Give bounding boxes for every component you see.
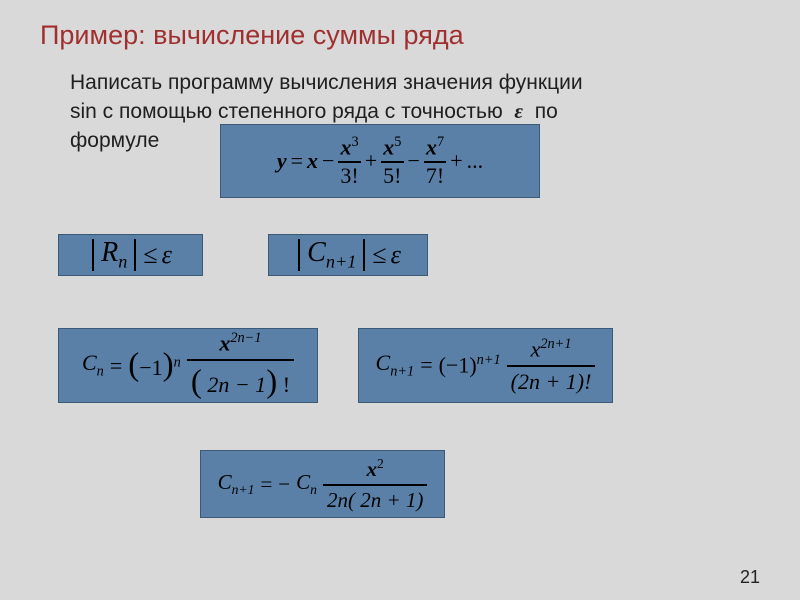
sub-n: n bbox=[118, 252, 127, 272]
exp-2: 2 bbox=[377, 456, 384, 471]
rparen: ) bbox=[266, 364, 277, 400]
C: C bbox=[376, 350, 391, 375]
term-x7: x7 7! bbox=[424, 135, 446, 186]
x: x bbox=[219, 330, 230, 355]
formula-cn: Cn = (−1)n x2n−1 ( 2n − 1) ! bbox=[58, 328, 318, 403]
var-x: x bbox=[307, 148, 318, 174]
x: x bbox=[531, 336, 541, 361]
den: 2n( 2n + 1) bbox=[323, 484, 427, 512]
eq: = bbox=[110, 353, 122, 379]
sub-n: n bbox=[310, 482, 317, 497]
abs-bar bbox=[92, 239, 94, 271]
den: (2n + 1)! bbox=[507, 365, 596, 394]
op-minus2: − bbox=[408, 148, 420, 174]
eq: = bbox=[291, 148, 303, 174]
eq: = bbox=[420, 352, 432, 378]
desc-line1: Написать программу вычисления значения ф… bbox=[70, 71, 583, 94]
eq: = bbox=[260, 472, 272, 497]
x: x bbox=[341, 135, 352, 160]
rparen: ) bbox=[163, 347, 174, 383]
abs-bar bbox=[363, 239, 365, 271]
eps: ε bbox=[391, 240, 401, 270]
lparen: ( bbox=[128, 347, 139, 383]
sub-np1: n+1 bbox=[390, 364, 414, 380]
sub-np1: n+1 bbox=[232, 482, 255, 497]
op-minus: − bbox=[322, 148, 334, 174]
neg1: (−1) bbox=[439, 353, 477, 378]
lparen: ( bbox=[191, 364, 202, 400]
frac-cn: x2n−1 ( 2n − 1) ! bbox=[187, 331, 294, 400]
abs-bar bbox=[298, 239, 300, 271]
Cn: C bbox=[296, 470, 310, 494]
exp-n: n bbox=[174, 355, 181, 371]
le: ≤ bbox=[372, 240, 386, 270]
term-x3: x3 3! bbox=[338, 135, 360, 186]
op-plus: + bbox=[365, 148, 377, 174]
den7: 7! bbox=[424, 161, 446, 187]
epsilon-symbol: ε bbox=[514, 99, 523, 123]
frac-rec: x2 2n( 2n + 1) bbox=[323, 456, 427, 512]
le: ≤ bbox=[143, 240, 157, 270]
desc-line2a: sin с помощью степенного ряда с точность… bbox=[70, 100, 503, 123]
abs-bar bbox=[134, 239, 136, 271]
sub-n: n bbox=[97, 364, 104, 380]
den5: 5! bbox=[381, 161, 403, 187]
x: x bbox=[383, 135, 394, 160]
frac-cnp1: x2n+1 (2n + 1)! bbox=[507, 337, 596, 394]
sub-np1: n+1 bbox=[326, 252, 356, 272]
neg: − bbox=[278, 472, 290, 497]
x: x bbox=[426, 135, 437, 160]
desc-line2b: по bbox=[535, 100, 558, 123]
formula-remainder-bound: Rn ≤ ε bbox=[58, 234, 203, 276]
formula-recurrence: Cn+1 = − Cn x2 2n( 2n + 1) bbox=[200, 450, 445, 518]
exp7: 7 bbox=[437, 134, 444, 150]
slide-title: Пример: вычисление суммы ряда bbox=[0, 0, 800, 51]
den: 2n − 1 bbox=[207, 372, 266, 397]
desc-line3: формуле bbox=[70, 129, 159, 152]
eps: ε bbox=[162, 240, 172, 270]
fact: ! bbox=[283, 372, 290, 397]
dots: ... bbox=[467, 148, 484, 174]
R: R bbox=[101, 237, 118, 268]
C: C bbox=[82, 350, 97, 375]
op-plus2: + bbox=[450, 148, 462, 174]
formula-taylor-series: y = x − x3 3! + x5 5! − x7 7! + ... bbox=[220, 124, 540, 198]
page-number: 21 bbox=[740, 567, 760, 588]
C: C bbox=[307, 237, 326, 268]
C: C bbox=[218, 470, 232, 494]
exp5: 5 bbox=[394, 134, 401, 150]
exp-2n+1: 2n+1 bbox=[540, 336, 571, 352]
x: x bbox=[367, 457, 378, 481]
den3: 3! bbox=[338, 161, 360, 187]
term-x5: x5 5! bbox=[381, 135, 403, 186]
exp-2n-1: 2n−1 bbox=[230, 330, 261, 346]
var-y: y bbox=[277, 148, 287, 174]
formula-term-bound: Cn+1 ≤ ε bbox=[268, 234, 428, 276]
exp-np1: n+1 bbox=[477, 352, 501, 368]
formula-cnp1: Cn+1 = (−1)n+1 x2n+1 (2n + 1)! bbox=[358, 328, 613, 403]
neg1: −1 bbox=[139, 355, 162, 380]
exp3: 3 bbox=[352, 134, 359, 150]
